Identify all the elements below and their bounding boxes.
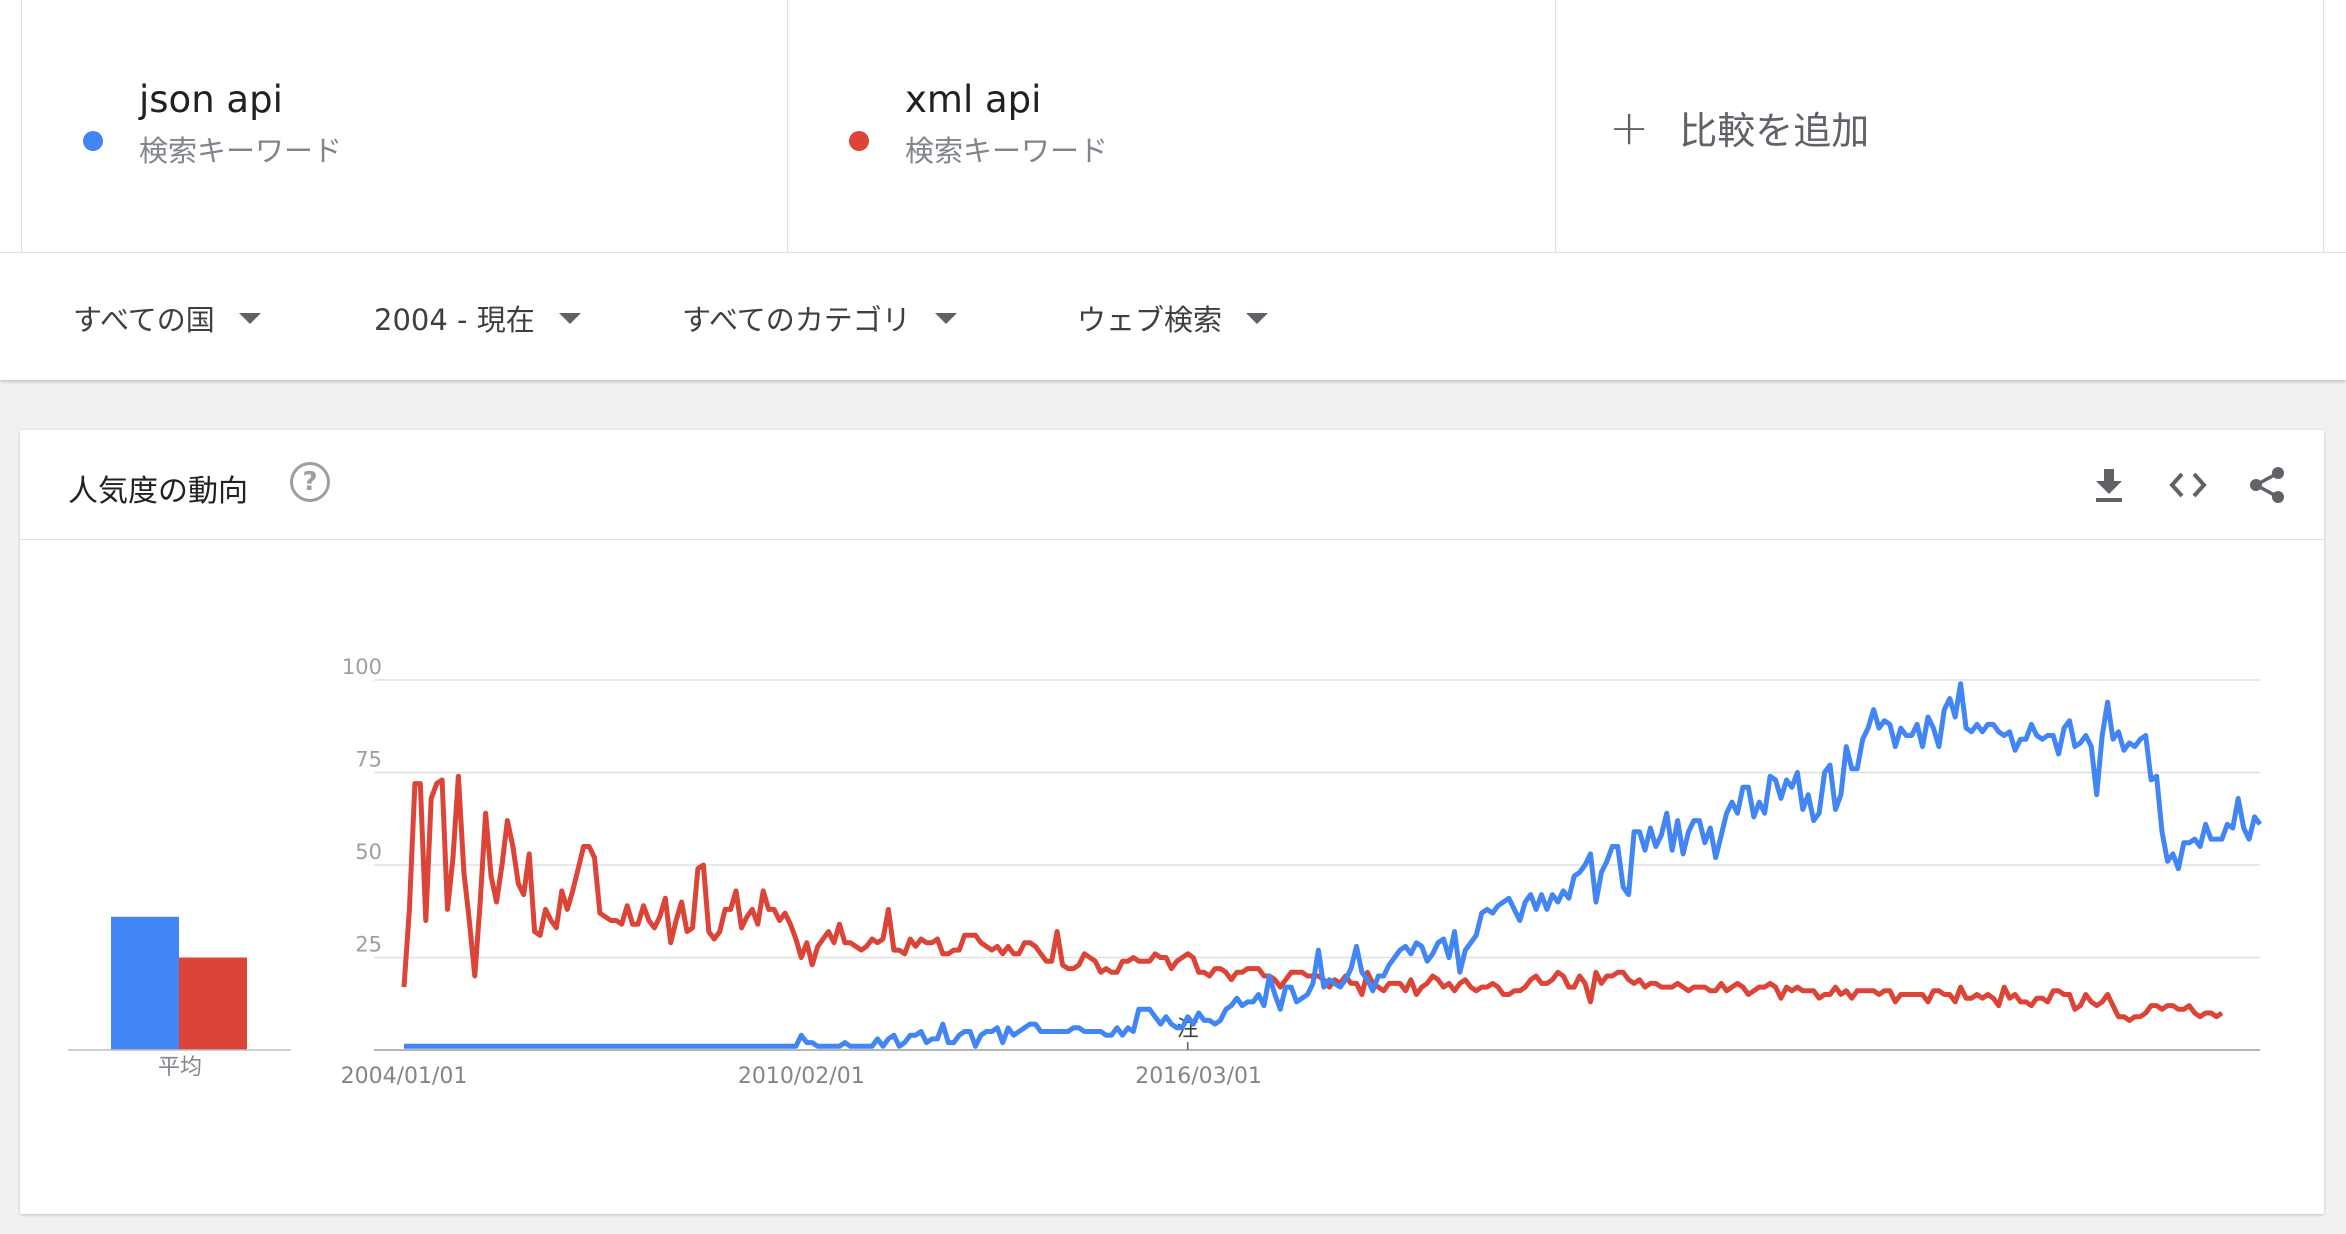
chart-grid: 25 50 75 100 2004/01/01 2010/02/01 2016/…	[341, 655, 2260, 1089]
caret-down-icon	[1246, 312, 1269, 324]
help-icon[interactable]: ?	[290, 462, 330, 502]
term-subtitle: 検索キーワード	[905, 134, 1109, 168]
y-tick-label-75: 75	[355, 748, 382, 772]
caret-down-icon	[558, 312, 581, 324]
term-card-xml-api[interactable]: xml api 検索キーワード	[787, 0, 1555, 252]
card-header: 人気度の動向 ?	[20, 430, 2324, 540]
category-filter-dropdown[interactable]: すべてのカテゴリ	[682, 297, 957, 339]
region-filter-dropdown[interactable]: すべての国	[73, 297, 261, 339]
term-color-dot	[83, 131, 103, 151]
average-bars: 平均	[68, 916, 291, 1080]
search-terms-bar: json api 検索キーワード xml api 検索キーワード + 比較を追加	[0, 0, 2346, 252]
period-filter-label: 2004 - 現在	[374, 303, 535, 337]
share-icon[interactable]	[2246, 464, 2288, 506]
add-compare-card[interactable]: + 比較を追加	[1555, 0, 2324, 252]
embed-code-icon[interactable]	[2167, 464, 2209, 506]
category-filter-label: すべてのカテゴリ	[682, 303, 911, 337]
download-icon[interactable]	[2088, 464, 2130, 506]
filter-bar: すべての国 2004 - 現在 すべてのカテゴリ ウェブ検索	[0, 252, 2346, 380]
x-tick-label-2016: 2016/03/01	[1135, 1064, 1262, 1089]
average-bar-json-api	[111, 916, 179, 1050]
plus-icon: +	[1609, 99, 1650, 156]
period-filter-dropdown[interactable]: 2004 - 現在	[374, 297, 581, 339]
term-title: json api	[139, 78, 283, 121]
term-subtitle: 検索キーワード	[139, 134, 343, 168]
term-card-json-api[interactable]: json api 検索キーワード	[21, 0, 788, 252]
caret-down-icon	[934, 312, 957, 324]
average-label: 平均	[158, 1055, 202, 1080]
x-tick-label-2010: 2010/02/01	[738, 1064, 865, 1089]
help-symbol: ?	[302, 467, 318, 497]
add-compare-button[interactable]: + 比較を追加	[1609, 100, 1869, 155]
series-line-json-api	[404, 681, 2263, 1049]
average-bar-xml-api	[179, 957, 247, 1050]
search-type-filter-dropdown[interactable]: ウェブ検索	[1077, 297, 1269, 339]
y-tick-label-100: 100	[342, 655, 382, 679]
y-tick-label-50: 50	[355, 840, 382, 864]
add-compare-label: 比較を追加	[1679, 109, 1870, 153]
interest-over-time-card: 人気度の動向 ?	[20, 430, 2324, 1214]
x-tick-label-2004: 2004/01/01	[341, 1064, 468, 1089]
term-color-dot	[849, 131, 869, 151]
interest-line-chart: 平均 25 50 75 100 2004/01/01 2010/02/01 20…	[68, 655, 2263, 1089]
search-type-filter-label: ウェブ検索	[1077, 303, 1223, 337]
caret-down-icon	[238, 312, 261, 324]
region-filter-label: すべての国	[73, 303, 215, 337]
y-tick-label-25: 25	[355, 933, 382, 957]
term-title: xml api	[905, 78, 1042, 121]
card-title: 人気度の動向	[68, 474, 248, 509]
